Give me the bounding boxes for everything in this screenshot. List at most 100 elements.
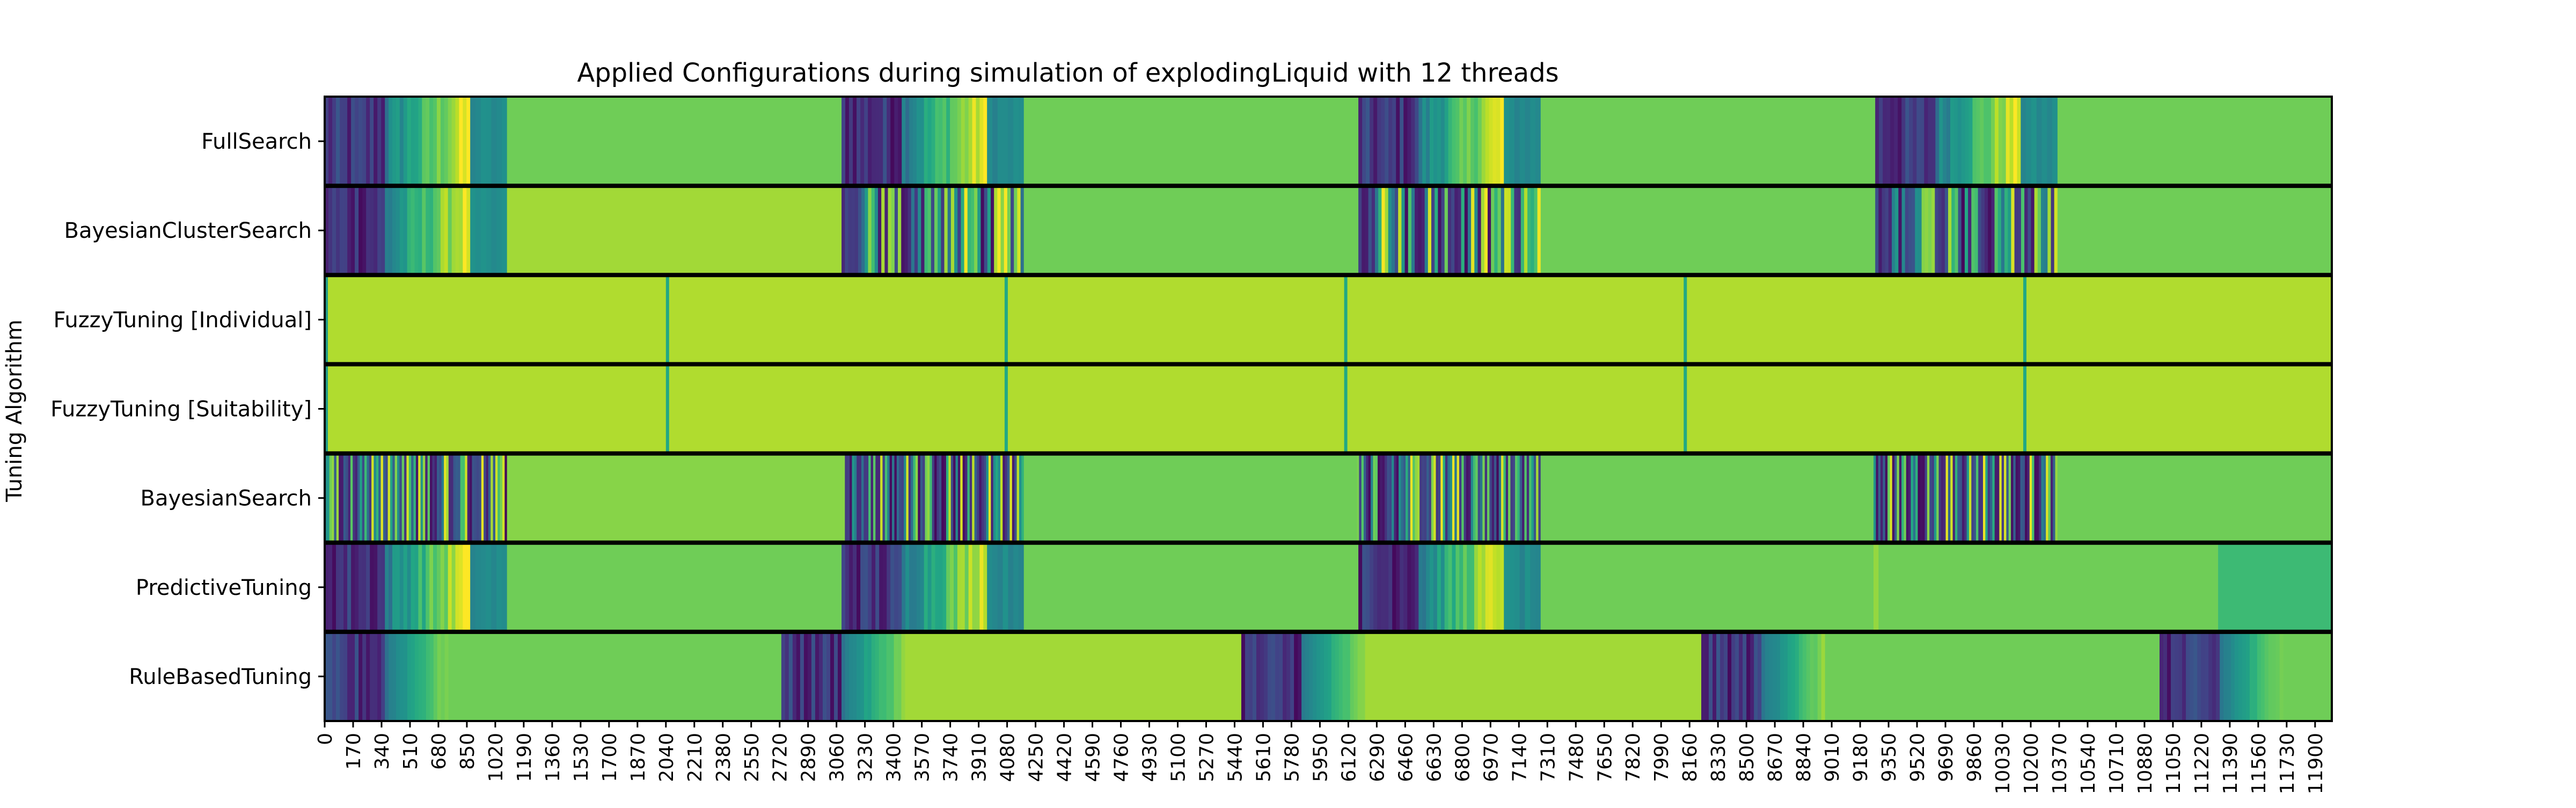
heatmap-cell (849, 97, 853, 186)
heatmap-cell (1377, 97, 1381, 186)
heatmap-cell (392, 631, 397, 721)
heatmap-cell (939, 453, 942, 543)
heatmap-cell (1368, 186, 1372, 275)
heatmap-cell (875, 542, 880, 632)
heatmap-cell (1403, 453, 1406, 543)
heatmap-cell (852, 631, 857, 721)
x-tick-label: 3230 (855, 733, 877, 782)
x-tick-label: 9860 (1964, 733, 1986, 782)
heatmap-cell (1388, 542, 1393, 632)
heatmap-cell (1981, 186, 1985, 275)
heatmap-cell (1426, 97, 1430, 186)
heatmap-cell (1433, 453, 1436, 543)
heatmap-cell (463, 186, 467, 275)
heatmap-cell (923, 453, 925, 543)
heatmap-cell (1941, 186, 1945, 275)
heatmap-cell (355, 542, 359, 632)
heatmap-cell (1761, 631, 1766, 721)
x-tick-label: 8330 (1708, 733, 1730, 782)
heatmap-cell (1821, 631, 1826, 721)
heatmap-cell (1909, 97, 1913, 186)
heatmap-cell (1000, 186, 1005, 275)
heatmap-cell (1705, 631, 1709, 721)
heatmap-cell (2205, 631, 2209, 721)
heatmap-cell (355, 453, 358, 543)
heatmap-cell (332, 631, 336, 721)
heatmap-cell (861, 186, 865, 275)
heatmap-cell (1806, 631, 1811, 721)
heatmap-cell (1988, 186, 1992, 275)
heatmap-cell (1912, 186, 1915, 275)
heatmap-cell (325, 364, 328, 454)
heatmap-cell (427, 453, 430, 543)
heatmap-cell (332, 453, 334, 543)
heatmap-cell (1890, 97, 1894, 186)
heatmap-cell (850, 453, 852, 543)
heatmap-cell (496, 97, 502, 186)
heatmap-cell (1344, 364, 1348, 454)
heatmap-cell (1531, 186, 1534, 275)
heatmap-cell (879, 631, 883, 721)
heatmap-cell (1878, 542, 2219, 632)
heatmap-cell (974, 186, 978, 275)
heatmap-cell (459, 186, 463, 275)
heatmap-cell (2013, 97, 2017, 186)
heatmap-cell (1444, 97, 1448, 186)
heatmap-cell (884, 186, 888, 275)
heatmap-cell (422, 186, 426, 275)
heatmap-cell (931, 186, 935, 275)
x-tick-label: 2210 (684, 733, 706, 782)
heatmap-cell (884, 453, 888, 543)
heatmap-cell (994, 186, 998, 275)
heatmap-cell (1536, 453, 1539, 543)
heatmap-cell (1773, 631, 1777, 721)
heatmap-cell (1381, 97, 1385, 186)
heatmap-cell (1798, 631, 1803, 721)
heatmap-cell (950, 186, 955, 275)
heatmap-cell (2253, 631, 2258, 721)
heatmap-cell (1780, 631, 1784, 721)
heatmap-cell (2218, 542, 2332, 632)
heatmap-cell (336, 631, 340, 721)
heatmap-cell (436, 97, 441, 186)
heatmap-cell (440, 97, 445, 186)
heatmap-cell (441, 631, 445, 721)
heatmap-cell (1411, 542, 1415, 632)
heatmap-cell (1344, 275, 1348, 365)
heatmap-cell (1440, 542, 1445, 632)
heatmap-cell (451, 453, 453, 543)
heatmap-cell (407, 542, 411, 632)
heatmap-cell (1437, 542, 1441, 632)
heatmap-cell (1976, 97, 1980, 186)
heatmap-cell (1913, 453, 1916, 543)
heatmap-cell (964, 97, 969, 186)
heatmap-cell (1362, 186, 1365, 275)
heatmap-cell (1018, 97, 1024, 186)
heatmap-cell (913, 453, 916, 543)
heatmap-cell (874, 186, 879, 275)
heatmap-cell (385, 186, 389, 275)
heatmap-cell (1948, 186, 1952, 275)
heatmap-cell (1938, 453, 1942, 543)
heatmap-cell (1366, 542, 1370, 632)
heatmap-cell (1013, 97, 1019, 186)
heatmap-cell (1461, 453, 1465, 543)
heatmap-cell (1999, 453, 2002, 543)
heatmap-cell (325, 453, 327, 543)
heatmap-cell (1338, 631, 1343, 721)
heatmap-cell (883, 97, 887, 186)
heatmap-cell (2021, 186, 2025, 275)
heatmap-cell (864, 97, 868, 186)
heatmap-cell (465, 453, 468, 543)
x-tick-label: 11560 (2248, 733, 2270, 795)
heatmap-cell (1520, 186, 1525, 275)
heatmap-cell (1438, 453, 1441, 543)
heatmap-cell (413, 453, 416, 543)
heatmap-cell (1524, 453, 1527, 543)
heatmap-cell (1880, 453, 1883, 543)
heatmap-cell (912, 542, 917, 632)
heatmap-cell (955, 453, 958, 543)
heatmap-cell (407, 186, 411, 275)
heatmap-cell (2242, 631, 2246, 721)
heatmap-cell (1471, 186, 1475, 275)
